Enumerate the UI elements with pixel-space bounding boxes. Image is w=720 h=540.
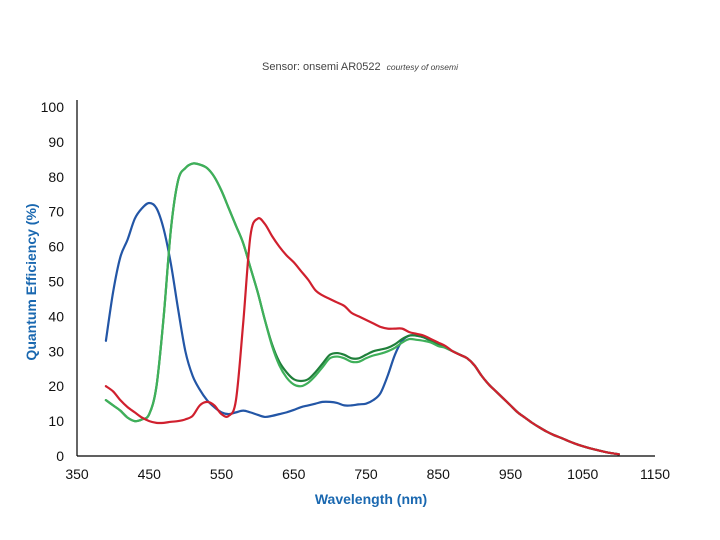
y-tick-label: 90 xyxy=(48,134,64,150)
y-tick-labels: 0 10 20 30 40 50 60 70 80 90 100 xyxy=(41,99,65,464)
x-tick-label: 450 xyxy=(138,466,162,482)
x-tick-label: 1150 xyxy=(640,466,670,482)
y-tick-label: 30 xyxy=(48,343,64,359)
y-axis-title: Quantum Efficiency (%) xyxy=(23,203,39,360)
y-tick-label: 20 xyxy=(48,378,64,394)
x-tick-label: 550 xyxy=(210,466,234,482)
y-tick-label: 10 xyxy=(48,413,64,429)
x-tick-labels: 350 450 550 650 750 850 950 1050 1150 xyxy=(65,466,670,482)
x-tick-label: 950 xyxy=(499,466,523,482)
series-line-4 xyxy=(104,217,620,456)
x-tick-label: 750 xyxy=(354,466,378,482)
series-layer xyxy=(104,162,620,456)
y-tick-label: 0 xyxy=(56,448,64,464)
x-tick-label: 350 xyxy=(65,466,89,482)
y-tick-label: 100 xyxy=(41,99,65,115)
y-tick-label: 60 xyxy=(48,239,64,255)
y-tick-label: 40 xyxy=(48,308,64,324)
series-line-2 xyxy=(104,162,620,456)
y-tick-label: 70 xyxy=(48,204,64,220)
x-tick-label: 1050 xyxy=(567,466,598,482)
chart-title: Sensor: onsemi AR0522 courtesy of onsemi xyxy=(0,61,720,73)
y-tick-label: 50 xyxy=(48,274,64,290)
x-tick-label: 650 xyxy=(282,466,306,482)
series-line-1 xyxy=(104,201,620,456)
x-axis-title: Wavelength (nm) xyxy=(315,491,427,507)
y-tick-label: 80 xyxy=(48,169,64,185)
series-line-3 xyxy=(104,162,620,456)
chart-title-main: Sensor: onsemi AR0522 xyxy=(262,61,381,73)
x-tick-label: 850 xyxy=(427,466,451,482)
chart-title-credit: courtesy of onsemi xyxy=(386,62,458,72)
